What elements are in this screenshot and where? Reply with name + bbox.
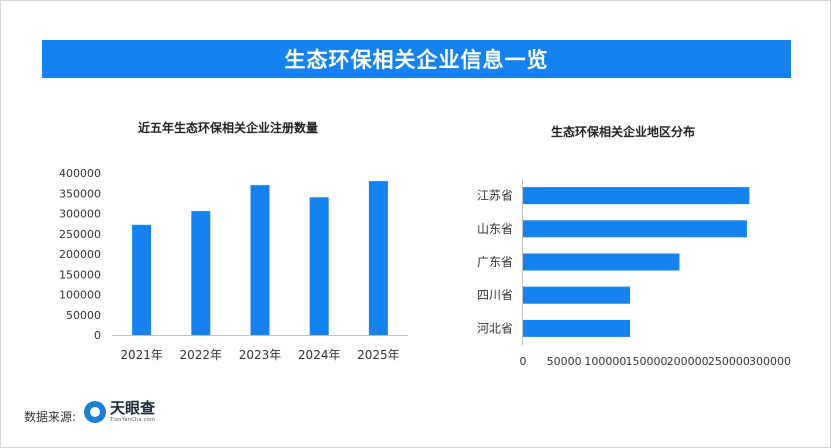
y-tick-label: 河北省 (477, 321, 513, 335)
x-tick-label: 2025年 (357, 348, 400, 362)
x-tick-label: 2021年 (120, 348, 163, 362)
x-tick-label: 2022年 (180, 348, 223, 362)
bar-山东省 (523, 220, 747, 238)
y-tick-label: 山东省 (477, 222, 513, 236)
x-tick-label: 200000 (667, 355, 709, 368)
y-tick-label: 250000 (59, 228, 101, 241)
page-title: 生态环保相关企业信息一览 (284, 48, 549, 72)
y-tick-label: 200000 (59, 248, 101, 261)
y-tick-label: 300000 (59, 208, 101, 221)
x-tick-label: 2024年 (298, 348, 341, 362)
left-chart-title: 近五年生态环保相关企业注册数量 (138, 121, 319, 135)
bar-2023年 (250, 185, 270, 335)
y-tick-label: 400000 (59, 167, 101, 180)
tianyancha-logo-icon (84, 401, 106, 423)
y-tick-label: 50000 (66, 309, 101, 322)
y-tick-label: 100000 (59, 289, 101, 302)
source-label: 数据来源: (24, 410, 77, 424)
logo-subtitle: TianYanCha.com (110, 417, 156, 423)
y-tick-label: 350000 (59, 187, 101, 200)
y-tick-label: 0 (94, 329, 101, 342)
tianyancha-logo: 天眼查 TianYanCha.com (84, 401, 155, 423)
bar-河北省 (523, 319, 631, 337)
y-tick-label: 四川省 (477, 288, 513, 302)
x-tick-label: 100000 (584, 355, 626, 368)
logo-name: 天眼查 (110, 399, 156, 417)
y-tick-label: 150000 (59, 268, 101, 281)
title-banner: 生态环保相关企业信息一览 (42, 40, 791, 78)
x-tick-label: 50000 (547, 355, 582, 368)
y-tick-label: 江苏省 (477, 189, 513, 203)
x-tick-label: 300000 (749, 355, 791, 368)
bar-2022年 (191, 211, 211, 335)
y-tick-label: 广东省 (477, 255, 513, 269)
bar-2021年 (132, 224, 152, 335)
registration-bar-chart: 0 50000 100000 150000 200000 250000 300000 3500… (59, 167, 408, 362)
bar-2025年 (368, 181, 388, 335)
right-chart-title: 生态环保相关企业地区分布 (551, 125, 696, 139)
x-tick-label: 150000 (626, 355, 668, 368)
x-tick-label: 0 (520, 355, 527, 368)
bar-2024年 (309, 197, 329, 335)
x-tick-label: 250000 (708, 355, 750, 368)
x-tick-label: 2023年 (239, 348, 282, 362)
bar-江苏省 (523, 187, 750, 205)
bar-四川省 (523, 286, 631, 304)
bar-广东省 (523, 253, 680, 271)
